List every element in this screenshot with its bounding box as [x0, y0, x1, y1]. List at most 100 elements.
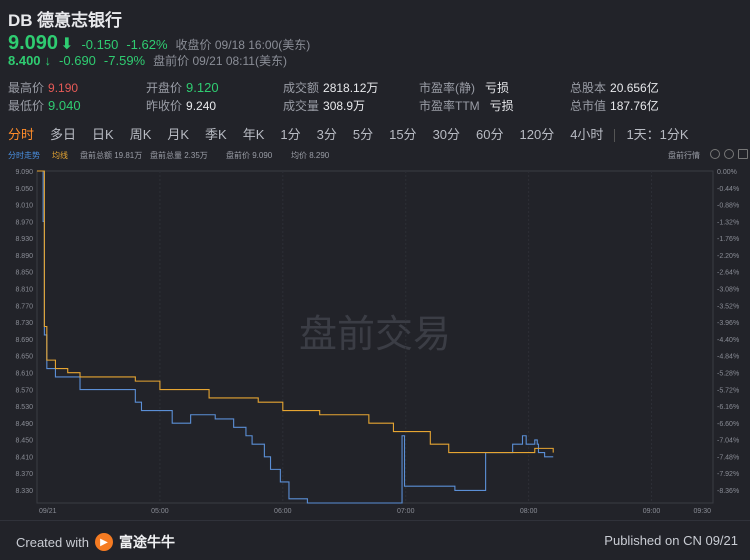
y-tick-label: 8.850 — [15, 270, 33, 277]
created-with: Created with ▶ 富途牛牛 — [16, 532, 175, 552]
y-right-tick-label: -3.08% — [717, 287, 739, 294]
published-info: Published on CN 09/21 — [604, 533, 738, 548]
tab-8[interactable]: 3分 — [316, 127, 337, 142]
stat-pe-ttm: 市盈率TTM 亏损 — [419, 99, 514, 113]
y-tick-label: 8.690 — [15, 337, 33, 344]
y-right-tick-label: -5.72% — [717, 387, 739, 394]
y-right-tick-label: -0.88% — [717, 203, 739, 210]
y-tick-label: 8.610 — [15, 370, 33, 377]
stat-pe-static: 市盈率(静) 亏损 — [419, 81, 510, 95]
brand-name: 富途牛牛 — [118, 534, 175, 550]
intraday-chart: 盘前交易 9.090 0.00% 9.050 -0.44% 9.010 -0.88% 8.97… — [15, 169, 739, 515]
y-right-tick-label: 0.00% — [717, 169, 737, 176]
tab-0[interactable]: 分时 — [8, 127, 35, 142]
stat-high: 最高价 9.190 — [8, 81, 79, 95]
y-right-tick-label: -3.52% — [717, 303, 739, 310]
y-tick-label: 8.530 — [15, 404, 33, 411]
tab-6[interactable]: 年K — [242, 127, 265, 142]
tab-9[interactable]: 5分 — [352, 127, 374, 142]
x-tick-label: 09:00 — [643, 508, 661, 515]
y-tick-label: 8.730 — [15, 320, 33, 327]
legend-pre-price: 盘前价 9.090 — [226, 151, 273, 160]
tab-10[interactable]: 15分 — [389, 127, 417, 142]
stat-prev-close: 昨收价 9.240 — [146, 99, 217, 113]
tab-12[interactable]: 60分 — [476, 127, 504, 142]
tab-13[interactable]: 120分 — [519, 127, 555, 142]
close-change: -0.150 — [81, 37, 119, 52]
close-price: 9.090 — [8, 32, 59, 54]
y-tick-label: 8.650 — [15, 354, 33, 361]
y-right-tick-label: -2.64% — [717, 270, 739, 277]
tab-4[interactable]: 月K — [167, 127, 190, 142]
y-right-tick-label: -2.20% — [717, 253, 739, 260]
stat-turnover: 成交额 2818.12万 — [283, 81, 379, 95]
y-right-tick-label: -1.32% — [717, 219, 739, 226]
y-tick-label: 8.810 — [15, 287, 33, 294]
tab-separator — [614, 128, 616, 142]
stat-market-cap: 总市值 187.76亿 — [570, 99, 659, 113]
stat-volume: 成交量 308.9万 — [283, 99, 366, 113]
y-right-tick-label: -6.16% — [717, 404, 739, 411]
close-change-pct: -1.62% — [126, 37, 168, 52]
y-tick-label: 8.490 — [15, 421, 33, 428]
tab-5[interactable]: 季K — [205, 127, 227, 142]
chart-legend: 分时走势 均线 盘前总额 19.81万 盘前总量 2.35万 盘前价 9.090… — [8, 149, 748, 162]
tab-15[interactable]: 1天：1分K — [626, 127, 689, 142]
series-line-1 — [37, 170, 554, 454]
y-tick-label: 8.770 — [15, 303, 33, 310]
chart-area[interactable]: 盘前交易 9.090 0.00% 9.050 -0.44% 9.010 -0.88% 8.97… — [0, 147, 750, 519]
close-time: 收盘价 09/18 16:00(美东) — [175, 38, 311, 52]
x-tick-label: 09/21 — [39, 508, 57, 515]
x-tick-label: 06:00 — [274, 508, 292, 515]
tab-7[interactable]: 1分 — [280, 127, 301, 142]
y-tick-label: 8.370 — [15, 471, 33, 478]
x-tick-label: 09:30 — [693, 508, 711, 515]
tab-3[interactable]: 周K — [129, 127, 152, 142]
y-tick-label: 8.890 — [15, 253, 33, 260]
tab-14[interactable]: 4小时 — [570, 127, 604, 142]
watermark: 盘前交易 — [299, 314, 451, 356]
created-with-label: Created with — [16, 534, 89, 550]
legend-pre-avg: 均价 8.290 — [291, 151, 330, 160]
tab-2[interactable]: 日K — [92, 127, 114, 142]
y-tick-label: 9.090 — [15, 169, 33, 176]
pre-market-change-pct: -7.59% — [103, 53, 146, 68]
y-tick-label: 8.930 — [15, 236, 33, 243]
y-right-tick-label: -1.76% — [717, 236, 739, 243]
y-right-tick-label: -6.60% — [717, 421, 739, 428]
series-line-0 — [37, 170, 554, 504]
ticker-symbol: DB — [8, 11, 33, 30]
y-tick-label: 8.330 — [15, 488, 33, 495]
pre-market-price: 8.400 — [8, 53, 41, 68]
y-right-tick-label: -7.04% — [717, 438, 739, 445]
legend-right[interactable]: 盘前行情 — [668, 151, 700, 160]
y-tick-label: 8.970 — [15, 219, 33, 226]
y-tick-label: 9.010 — [15, 203, 33, 210]
tab-1[interactable]: 多日 — [50, 127, 77, 142]
stat-low: 最低价 9.040 — [8, 98, 81, 113]
down-arrow-icon: ⬇ — [60, 36, 74, 53]
x-tick-label: 07:00 — [397, 508, 415, 515]
y-tick-label: 8.450 — [15, 438, 33, 445]
pre-market-row: 8.400 ↓ -0.690 -7.59% 盘前价 09/21 08:11(美东… — [8, 52, 287, 69]
y-tick-label: 9.050 — [15, 186, 33, 193]
y-right-tick-label: -7.92% — [717, 471, 739, 478]
y-tick-label: 8.410 — [15, 454, 33, 461]
y-tick-label: 8.570 — [15, 387, 33, 394]
pre-down-arrow-icon: ↓ — [44, 53, 52, 68]
close-price-row: 9.090 ⬇ -0.150 -1.62% 收盘价 09/18 16:00(美东… — [8, 32, 310, 55]
pre-market-time: 盘前价 09/21 08:11(美东) — [153, 54, 287, 68]
y-right-tick-label: -3.96% — [717, 320, 739, 327]
legend-pre-volume: 盘前总量 2.35万 — [150, 151, 208, 160]
chart-period-tabs: 分时 多日 日K 周K 月K 季K 年K 1分 3分 5分 15分 30分 60分 120分 4小时 1天：1… — [0, 124, 750, 146]
y-right-tick-label: -0.44% — [717, 186, 739, 193]
x-tick-label: 08:00 — [520, 508, 538, 515]
y-right-tick-label: -8.36% — [717, 488, 739, 495]
pre-market-change: -0.690 — [59, 53, 96, 68]
x-tick-label: 05:00 — [151, 508, 169, 515]
tab-11[interactable]: 30分 — [432, 127, 461, 142]
y-right-tick-label: -4.40% — [717, 337, 739, 344]
legend-pre-turnover: 盘前总额 19.81万 — [80, 151, 143, 160]
legend-mode[interactable]: 分时走势 — [8, 151, 40, 160]
y-right-tick-label: -7.48% — [717, 454, 739, 461]
